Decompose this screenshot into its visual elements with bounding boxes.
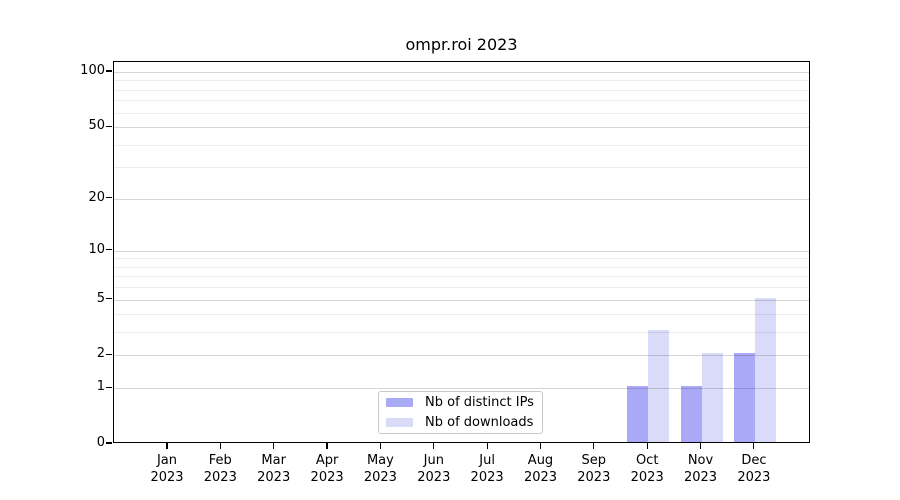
ytick-mark-5	[106, 298, 112, 300]
gridline-minor-70	[114, 100, 809, 102]
legend-label-downloads: Nb of downloads	[425, 415, 534, 430]
gridline-minor-40	[114, 144, 809, 146]
ytick-mark-1	[106, 386, 112, 388]
ytick-mark-50	[106, 125, 112, 127]
xtick-mark-feb	[219, 443, 221, 449]
gridline-50	[114, 127, 809, 129]
gridline-1	[114, 388, 809, 390]
xtick-label-nov: Nov 2023	[671, 452, 731, 486]
xtick-mark-apr	[326, 443, 328, 449]
ytick-label-0: 0	[96, 435, 105, 450]
ytick-mark-20	[106, 197, 112, 199]
xtick-label-jul: Jul 2023	[457, 452, 517, 486]
gridline-minor-3	[114, 332, 809, 334]
xtick-label-apr: Apr 2023	[297, 452, 357, 486]
xtick-year-oct: 2023	[630, 470, 664, 485]
gridline-minor-9	[114, 258, 809, 260]
ytick-mark-2	[106, 353, 112, 355]
bar-nov-s0	[680, 386, 702, 442]
ytick-label-20: 20	[88, 189, 105, 205]
xtick-year-feb: 2023	[203, 470, 237, 485]
ytick-label-100: 100	[80, 63, 105, 78]
xtick-mark-sep	[593, 443, 595, 449]
legend-swatch-distinct-ips	[386, 398, 413, 407]
ytick-mark-100	[106, 70, 112, 72]
ytick-label-10: 10	[88, 241, 105, 257]
bar-nov-s1	[701, 353, 723, 442]
xtick-mark-oct	[646, 443, 648, 449]
gridline-10	[114, 250, 809, 252]
gridline-minor-7	[114, 276, 809, 278]
gridline-minor-30	[114, 167, 809, 169]
gridline-100	[114, 72, 809, 73]
xtick-label-dec: Dec 2023	[724, 452, 784, 486]
xtick-year-sep: 2023	[577, 470, 611, 485]
ytick-label-2: 2	[96, 346, 105, 362]
plot-area	[113, 61, 810, 443]
bar-dec-s0	[733, 353, 755, 442]
ytick-mark-10	[106, 249, 112, 251]
gridline-minor-60	[114, 112, 809, 114]
xtick-label-jun: Jun 2023	[404, 452, 464, 486]
xtick-mark-jul	[486, 443, 488, 449]
bars-layer	[114, 62, 809, 442]
ytick-label-5: 5	[96, 290, 105, 306]
xtick-year-mar: 2023	[257, 470, 291, 485]
gridline-minor-80	[114, 89, 809, 91]
xtick-year-dec: 2023	[737, 470, 771, 485]
xtick-year-may: 2023	[363, 470, 397, 485]
bar-oct-s0	[627, 386, 649, 442]
ytick-label-1: 1	[96, 379, 105, 395]
xtick-label-mar: Mar 2023	[244, 452, 304, 486]
legend-entry-downloads: Nb of downloads	[386, 414, 535, 431]
xtick-year-jul: 2023	[470, 470, 504, 485]
legend-entry-distinct-ips: Nb of distinct IPs	[386, 394, 535, 411]
grid-layer	[114, 62, 809, 442]
xtick-mark-aug	[539, 443, 542, 449]
bar-dec-s1	[754, 297, 776, 442]
xtick-label-may: May 2023	[350, 452, 410, 486]
bar-oct-s1	[648, 330, 670, 442]
gridline-minor-90	[114, 80, 809, 82]
xtick-label-oct: Oct 2023	[617, 452, 677, 486]
ytick-mark-0	[106, 442, 112, 444]
xtick-mark-may	[379, 443, 381, 449]
gridline-20	[114, 198, 809, 200]
xtick-year-aug: 2023	[523, 470, 558, 485]
xtick-label-sep: Sep 2023	[564, 452, 624, 486]
xtick-year-jan: 2023	[150, 470, 184, 485]
xtick-mark-nov	[699, 443, 702, 449]
xtick-mark-mar	[273, 443, 275, 449]
xtick-year-jun: 2023	[417, 470, 451, 485]
gridline-2	[114, 355, 809, 357]
gridline-5	[114, 299, 809, 301]
xtick-year-apr: 2023	[310, 470, 344, 485]
legend: Nb of distinct IPs Nb of downloads	[378, 391, 543, 434]
chart-title: ompr.roi 2023	[405, 35, 518, 54]
ytick-label-50: 50	[88, 118, 105, 134]
gridline-minor-4	[114, 314, 809, 316]
xtick-label-aug: Aug 2023	[511, 452, 571, 486]
gridline-minor-8	[114, 266, 809, 268]
xtick-label-feb: Feb 2023	[190, 452, 250, 486]
xtick-mark-jan	[166, 443, 168, 449]
xtick-mark-dec	[753, 443, 755, 449]
gridline-minor-6	[114, 287, 809, 289]
xtick-year-nov: 2023	[683, 470, 718, 485]
xtick-label-jan: Jan 2023	[137, 452, 197, 486]
legend-label-distinct-ips: Nb of distinct IPs	[425, 395, 534, 410]
xtick-mark-jun	[433, 443, 435, 449]
legend-swatch-downloads	[386, 418, 413, 427]
